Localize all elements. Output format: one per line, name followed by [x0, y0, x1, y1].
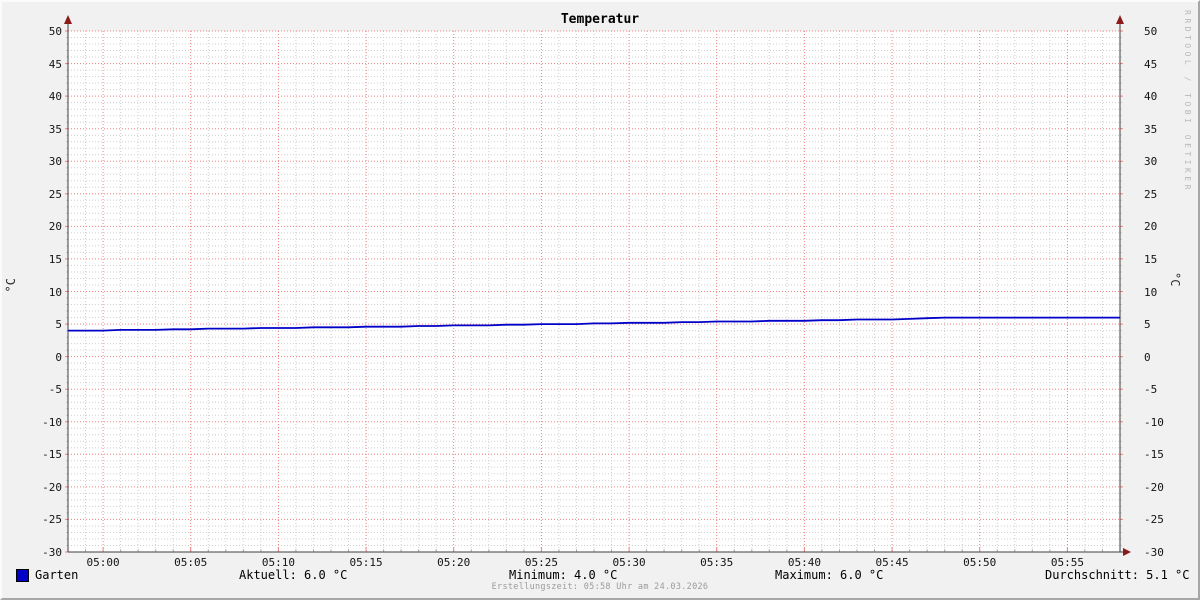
x-tick-label: 05:55 — [1050, 556, 1084, 569]
x-tick-label: 05:35 — [700, 556, 734, 569]
y-tick-label-left: -25 — [42, 513, 62, 527]
y-axis-unit-left: °C — [4, 278, 18, 293]
y-axis-unit-right: °C — [1168, 272, 1182, 287]
y-tick-label-left: 50 — [48, 25, 62, 38]
y-tick-label-right: 40 — [1144, 90, 1158, 104]
x-tick-label: 05:05 — [174, 556, 208, 569]
y-tick-label-left: 5 — [55, 318, 62, 332]
y-tick-label-left: -30 — [42, 546, 62, 559]
stat-minimum: Minimum: 4.0 °C — [509, 568, 618, 582]
legend-series-label: Garten — [35, 568, 79, 582]
y-tick-label-right: -25 — [1144, 513, 1164, 527]
y-tick-label-right: -30 — [1144, 546, 1164, 559]
y-tick-label-right: 50 — [1144, 25, 1158, 38]
y-tick-label-right: 35 — [1144, 122, 1158, 136]
y-tick-label-left: 0 — [55, 350, 62, 364]
y-tick-label-left: 45 — [48, 57, 62, 71]
y-tick-label-left: -5 — [48, 383, 62, 397]
y-tick-label-left: 25 — [48, 187, 62, 201]
stat-durchschnitt: Durchschnitt: 5.1 °C — [1045, 568, 1190, 582]
y-tick-label-right: 45 — [1144, 57, 1158, 71]
y-tick-label-right: -10 — [1144, 415, 1164, 429]
y-tick-label-right: 25 — [1144, 187, 1158, 201]
y-tick-label-right: -15 — [1144, 448, 1164, 462]
y-tick-label-right: 0 — [1144, 350, 1151, 364]
y-tick-label-left: 10 — [48, 285, 62, 299]
y-tick-label-right: 10 — [1144, 285, 1158, 299]
y-tick-label-right: -5 — [1144, 383, 1158, 397]
y-tick-label-left: -15 — [42, 448, 62, 462]
y-tick-label-left: 15 — [48, 252, 62, 266]
x-tick-label: 05:15 — [349, 556, 383, 569]
x-tick-label: 05:00 — [86, 556, 120, 569]
y-tick-label-left: -20 — [42, 480, 62, 494]
stat-aktuell: Aktuell: 6.0 °C — [239, 568, 348, 582]
legend-color-swatch — [16, 569, 29, 582]
x-tick-label: 05:20 — [437, 556, 471, 569]
x-tick-label: 05:25 — [524, 556, 558, 569]
y-tick-label-right: 20 — [1144, 220, 1158, 234]
y-tick-label-right: 15 — [1144, 252, 1158, 266]
y-tick-label-right: 5 — [1144, 318, 1151, 332]
x-tick-label: 05:50 — [963, 556, 997, 569]
y-tick-label-left: 35 — [48, 122, 62, 136]
creation-timestamp: Erstellungszeit: 05:58 Uhr am 24.03.2026 — [491, 582, 709, 592]
y-tick-label-right: -20 — [1144, 480, 1164, 494]
stat-maximum: Maximum: 6.0 °C — [775, 568, 884, 582]
x-tick-label: 05:40 — [787, 556, 821, 569]
y-tick-label-left: 20 — [48, 220, 62, 234]
y-tick-label-left: -10 — [42, 415, 62, 429]
x-tick-label: 05:30 — [612, 556, 646, 569]
chart-title: Temperatur — [560, 12, 640, 27]
y-tick-label-right: 30 — [1144, 155, 1158, 169]
rrdtool-watermark: RRDTOOL / TOBI OETIKER — [1183, 10, 1192, 193]
y-tick-label-left: 30 — [48, 155, 62, 169]
x-tick-label: 05:10 — [261, 556, 295, 569]
x-tick-label: 05:45 — [875, 556, 909, 569]
y-tick-label-left: 40 — [48, 90, 62, 104]
